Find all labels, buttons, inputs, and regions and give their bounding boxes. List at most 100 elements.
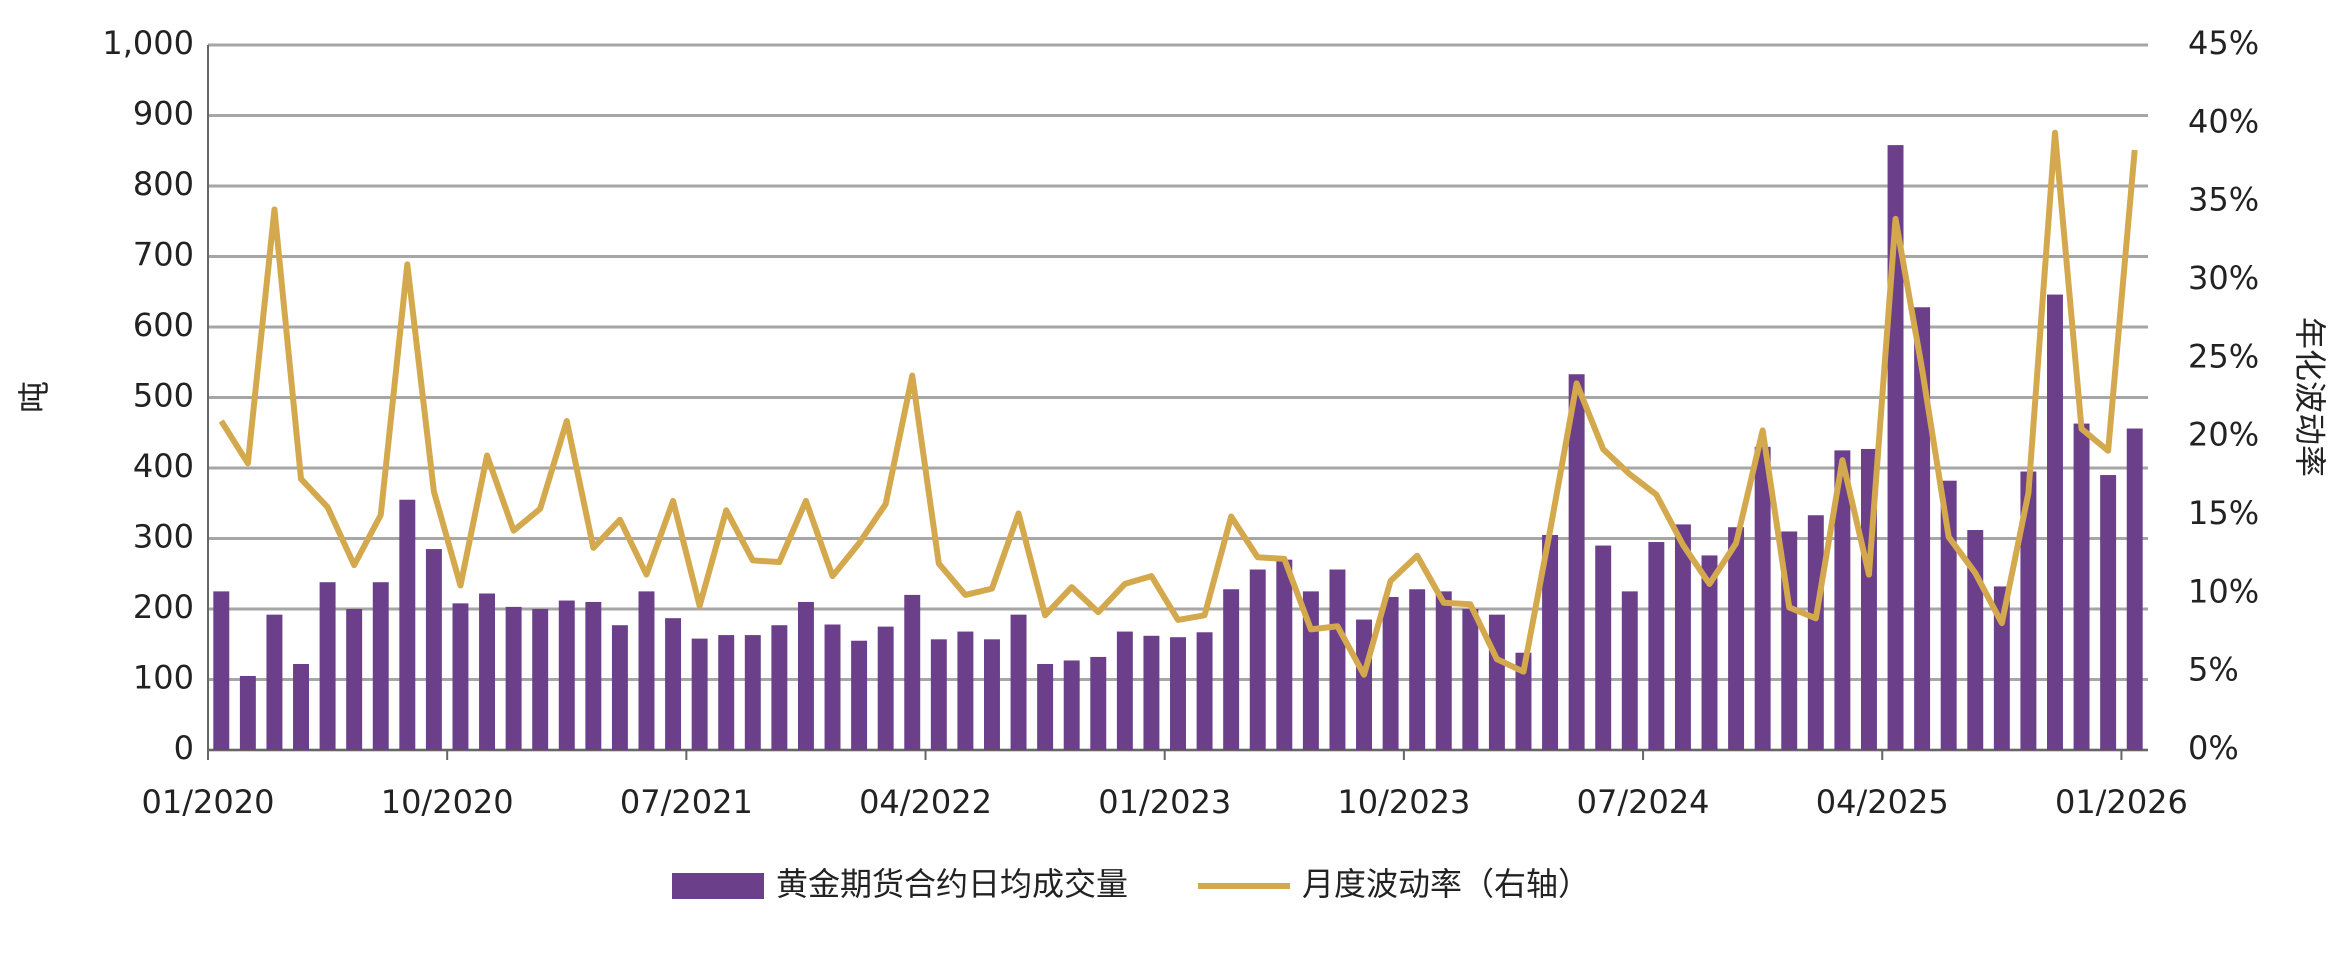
bar [1754, 446, 1771, 750]
bar [665, 618, 682, 750]
bar [213, 591, 230, 750]
legend-label: 月度波动率（右轴） [1302, 865, 1590, 903]
y2-tick-label: 5% [2188, 651, 2239, 689]
bar [293, 663, 309, 750]
bar [2020, 471, 2037, 750]
bar [1356, 619, 1372, 750]
bar [824, 624, 841, 750]
bar [691, 638, 708, 750]
bar [1382, 597, 1399, 750]
y-tick-label: 300 [133, 518, 194, 556]
bar [1249, 569, 1266, 750]
bar [930, 639, 947, 750]
y2-tick-label: 15% [2188, 494, 2259, 532]
y2-tick-label: 35% [2188, 181, 2259, 219]
x-tick-label: 07/2024 [1577, 783, 1710, 821]
x-tick-label: 10/2020 [381, 783, 514, 821]
bar [984, 639, 1000, 750]
bar [1834, 450, 1851, 750]
bar [1488, 614, 1505, 750]
x-tick-label: 01/2026 [2055, 783, 2188, 821]
bar [1116, 631, 1133, 750]
bar [319, 582, 336, 750]
bar [425, 549, 442, 750]
bar [1595, 545, 1612, 750]
bar [505, 606, 522, 750]
bar [1993, 586, 2010, 750]
bar [904, 594, 921, 750]
y-tick-label: 400 [133, 447, 194, 485]
y2-tick-label: 30% [2188, 259, 2259, 297]
bar [1435, 591, 1452, 750]
y2-tick-label: 40% [2188, 102, 2259, 140]
bar [2073, 423, 2090, 750]
bar [2100, 475, 2117, 750]
bar [718, 635, 735, 750]
y-tick-label: 100 [133, 659, 194, 697]
bar [1648, 542, 1665, 750]
bar [558, 600, 575, 750]
bar [1143, 635, 1160, 750]
x-tick-label: 04/2025 [1816, 783, 1949, 821]
bar [1621, 591, 1638, 750]
bar [771, 625, 788, 750]
bar [452, 603, 469, 750]
bar [2126, 428, 2143, 750]
bar [797, 601, 814, 750]
bar [1542, 534, 1559, 750]
bar [957, 631, 974, 750]
bar [1568, 374, 1585, 750]
bar [1409, 589, 1426, 750]
y-tick-label: 200 [133, 588, 194, 626]
bar [1223, 589, 1240, 750]
x-tick-label: 04/2022 [859, 783, 992, 821]
y2-tick-label: 10% [2188, 572, 2259, 610]
bar [266, 614, 283, 750]
bar [1728, 527, 1745, 750]
legend-swatch [672, 873, 764, 899]
bar [1914, 307, 1931, 750]
bar [1276, 559, 1293, 750]
x-tick-label: 10/2023 [1337, 783, 1470, 821]
legend-label: 黄金期货合约日均成交量 [776, 865, 1128, 903]
bar [1940, 480, 1957, 750]
bar [532, 609, 549, 750]
bar [399, 499, 416, 750]
line [218, 129, 2138, 678]
y-tick-label: 900 [133, 95, 194, 133]
bar [1329, 569, 1346, 750]
bar [1807, 515, 1824, 750]
y-tick-label: 500 [133, 377, 194, 415]
bar [346, 609, 363, 750]
bar [372, 582, 389, 750]
y2-axis-label: 年化波动率 [2291, 317, 2329, 477]
bar [1063, 660, 1080, 750]
bar [1515, 652, 1532, 750]
y-tick-label: 700 [133, 236, 194, 274]
y2-tick-label: 25% [2188, 337, 2259, 375]
x-tick-label: 07/2021 [620, 783, 753, 821]
y-tick-label: 0 [174, 729, 194, 767]
bar [1010, 614, 1027, 750]
bar [851, 640, 868, 750]
bar [1462, 609, 1479, 750]
bar [1090, 656, 1107, 750]
bar [611, 625, 628, 750]
x-tick-label: 01/2020 [142, 783, 275, 821]
bar [1037, 663, 1054, 750]
bar [877, 626, 894, 750]
bar [744, 635, 761, 750]
bar [1170, 637, 1186, 750]
y-tick-label: 800 [133, 165, 194, 203]
x-tick-label: 01/2023 [1098, 783, 1231, 821]
bar [479, 593, 496, 750]
y2-tick-label: 45% [2188, 24, 2259, 62]
bar [585, 601, 602, 750]
bar [1674, 524, 1691, 750]
y-axis-label: 吨 [15, 381, 53, 413]
y-tick-label: 1,000 [102, 24, 194, 62]
bar [239, 675, 256, 750]
bar [2047, 294, 2063, 750]
bar [1196, 632, 1213, 750]
